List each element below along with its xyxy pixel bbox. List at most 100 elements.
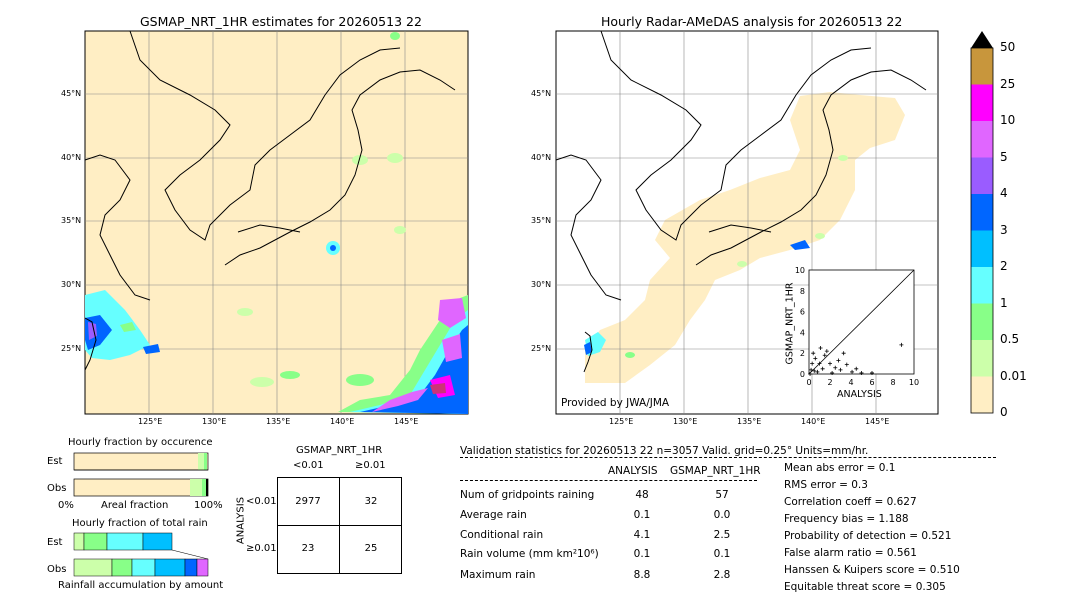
scatter-xlabel: ANALYSIS — [837, 389, 882, 400]
scatter-xtick: 0 — [806, 378, 811, 387]
scatter-point — [838, 367, 843, 372]
left-map-coastline — [84, 30, 456, 371]
validation-row-label: Maximum rain — [460, 569, 536, 581]
scatter-ylabel: GSMAP_NRT_1HR — [784, 282, 796, 365]
score-rms-error: RMS error = 0.3 — [784, 479, 868, 491]
scatter-point — [813, 356, 818, 361]
left-lat-label: 25°N — [61, 344, 82, 353]
validation-row-gsmap: 0.1 — [713, 548, 731, 560]
contingency-cell: 25 — [364, 543, 378, 554]
scatter-ytick: 6 — [800, 308, 805, 317]
scatter-xtick: 2 — [827, 378, 832, 387]
right-map-title: Hourly Radar-AMeDAS analysis for 2026051… — [601, 14, 903, 29]
score-correlation: Correlation coeff = 0.627 — [784, 496, 917, 508]
validation-row-label: Num of gridpoints raining — [460, 489, 595, 501]
validation-row-label: Rain volume (mm km²10⁶) — [460, 548, 599, 560]
validation-col-gsmap: GSMAP_NRT_1HR — [670, 465, 761, 477]
contingency-row-header: <0.01 — [246, 496, 277, 507]
left-lon-label: 125°E — [138, 417, 163, 426]
left-map-precip — [85, 32, 468, 414]
scatter-point — [859, 370, 864, 375]
total-rain-bars — [73, 532, 209, 577]
validation-row-gsmap: 0.0 — [713, 509, 731, 521]
colorbar-segment — [971, 340, 993, 377]
scatter-point — [815, 369, 820, 374]
scatter-xtick: 6 — [869, 378, 874, 387]
left-lon-label: 135°E — [266, 417, 291, 426]
colorbar-segment — [971, 303, 993, 340]
validation-row-gsmap: 2.5 — [713, 529, 731, 541]
total-rain-obs-label: Obs — [47, 564, 67, 575]
validation-divider — [460, 457, 996, 458]
right-lat-label: 25°N — [531, 344, 552, 353]
total-rain-title: Hourly fraction of total rain — [72, 518, 208, 529]
colorbar-label: 50 — [1000, 40, 1016, 54]
total-rain-xlabel: Rainfall accumulation by amount — [58, 580, 224, 591]
colorbar-extend-arrow — [971, 31, 993, 48]
scatter-xtick: 8 — [890, 378, 895, 387]
validation-row-analysis: 48 — [635, 489, 649, 501]
data-credit: Provided by JWA/JMA — [561, 397, 670, 409]
scatter-point — [841, 351, 846, 356]
colorbar-label: 5 — [1000, 149, 1008, 164]
scatter-ytick: 2 — [800, 349, 805, 358]
contingency-cell: 23 — [301, 543, 315, 554]
scatter-point — [809, 367, 814, 372]
right-lon-label: 135°E — [737, 417, 762, 426]
scatter-ytick: 0 — [800, 370, 805, 379]
scatter-point — [822, 353, 827, 358]
validation-row-label: Average rain — [460, 509, 527, 521]
scatter-ytick: 10 — [795, 266, 805, 275]
left-lat-label: 45°N — [61, 89, 82, 98]
validation-row-gsmap: 2.8 — [713, 569, 731, 581]
score-pod: Probability of detection = 0.521 — [784, 530, 952, 542]
colorbar-label: 3 — [1000, 222, 1008, 237]
scatter-point — [811, 351, 816, 356]
colorbar-label: 1 — [1000, 295, 1008, 310]
occurrence-title: Hourly fraction by occurence — [68, 437, 213, 448]
left-map-title: GSMAP_NRT_1HR estimates for 20260513 22 — [140, 14, 422, 29]
score-mean-abs-error: Mean abs error = 0.1 — [784, 462, 896, 474]
left-map — [84, 30, 469, 415]
left-lat-label: 35°N — [61, 216, 82, 225]
scatter-point — [824, 349, 829, 354]
scatter-point — [828, 361, 832, 366]
colorbar-segment — [971, 267, 993, 304]
occurrence-est-label: Est — [47, 456, 63, 467]
scatter-ytick: 8 — [800, 287, 805, 296]
occurrence-xlabel: Areal fraction — [101, 500, 169, 511]
validation-row-gsmap: 57 — [715, 489, 729, 501]
colorbar-segment — [971, 230, 993, 267]
occurrence-bar-est — [73, 452, 209, 471]
colorbar — [970, 31, 994, 414]
colorbar-label: 0 — [1000, 405, 1008, 419]
validation-header: Validation statistics for 20260513 22 n=… — [460, 445, 869, 457]
occurrence-x-right: 100% — [194, 500, 223, 511]
right-map-coastline — [555, 30, 927, 373]
colorbar-label: 2 — [1000, 259, 1008, 273]
score-ets: Equitable threat score = 0.305 — [784, 581, 946, 593]
scatter-point — [899, 342, 904, 347]
right-lon-label: 130°E — [673, 417, 698, 426]
total-rain-est-label: Est — [47, 537, 63, 548]
right-lat-label: 30°N — [531, 280, 552, 289]
score-frequency-bias: Frequency bias = 1.188 — [784, 513, 909, 525]
validation-row-analysis: 8.8 — [633, 569, 651, 581]
colorbar-segment — [971, 376, 993, 413]
scatter-point — [818, 346, 823, 350]
contingency-col-header: ≥0.01 — [355, 460, 386, 471]
contingency-col-header: <0.01 — [293, 460, 324, 471]
scatter-xtick: 4 — [848, 378, 853, 387]
colorbar-segment — [971, 84, 993, 121]
occurrence-bars — [73, 452, 209, 497]
scatter-point — [833, 365, 838, 370]
right-lat-label: 35°N — [531, 216, 552, 225]
scatter-point — [854, 366, 859, 371]
validation-row-analysis: 0.1 — [633, 509, 651, 521]
scatter-point — [850, 369, 855, 374]
validation-row-analysis: 0.1 — [633, 548, 651, 560]
scatter-point — [808, 372, 813, 376]
contingency-row-label: ANALYSIS — [235, 496, 247, 545]
right-lon-label: 145°E — [865, 417, 890, 426]
colorbar-label: 4 — [1000, 186, 1008, 200]
